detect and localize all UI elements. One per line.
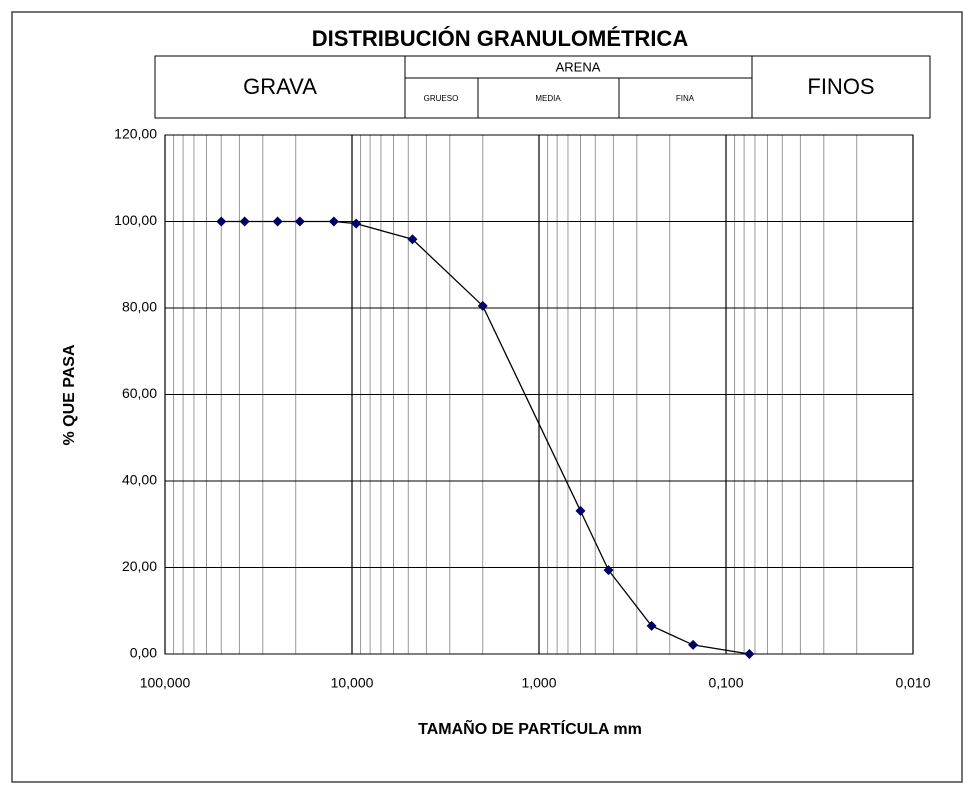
data-point: [328, 216, 339, 227]
y-tick-label: 40,00: [122, 472, 157, 488]
zone-box: [154, 55, 931, 119]
data-point: [272, 216, 283, 227]
data-point: [477, 300, 488, 311]
data-point: [646, 620, 657, 631]
y-tick-label: 120,00: [114, 126, 157, 142]
x-axis-label: TAMAÑO DE PARTÍCULA mm: [418, 718, 642, 738]
zone-label: GRAVA: [243, 74, 317, 99]
plot-border: [164, 134, 914, 655]
data-point: [294, 216, 305, 227]
y-tick-label: 100,00: [114, 212, 157, 228]
zone-label: FINA: [676, 94, 695, 103]
data-point: [351, 218, 362, 229]
x-tick-label: 0,010: [895, 675, 930, 691]
data-point: [216, 216, 227, 227]
zone-label: FINOS: [807, 74, 874, 99]
data-point: [239, 216, 250, 227]
frame: [11, 11, 963, 783]
data-point: [575, 505, 586, 516]
x-tick-label: 10,000: [331, 675, 374, 691]
y-tick-label: 20,00: [122, 558, 157, 574]
y-tick-label: 60,00: [122, 385, 157, 401]
zone-label: MEDIA: [535, 94, 561, 103]
y-tick-label: 0,00: [130, 645, 157, 661]
x-tick-label: 1,000: [521, 675, 556, 691]
data-point: [744, 649, 755, 659]
y-tick-label: 80,00: [122, 299, 157, 315]
zone-label: ARENA: [556, 59, 601, 74]
x-tick-label: 0,100: [708, 675, 743, 691]
zone-table: [154, 55, 931, 119]
data-point: [407, 234, 418, 245]
data-point: [603, 565, 614, 576]
x-tick-label: 100,000: [140, 675, 191, 691]
chart-title: DISTRIBUCIÓN GRANULOMÉTRICA: [312, 26, 689, 51]
zone-label: GRUESO: [424, 94, 459, 103]
data-point: [688, 639, 699, 650]
y-axis-label: % QUE PASA: [61, 344, 78, 446]
